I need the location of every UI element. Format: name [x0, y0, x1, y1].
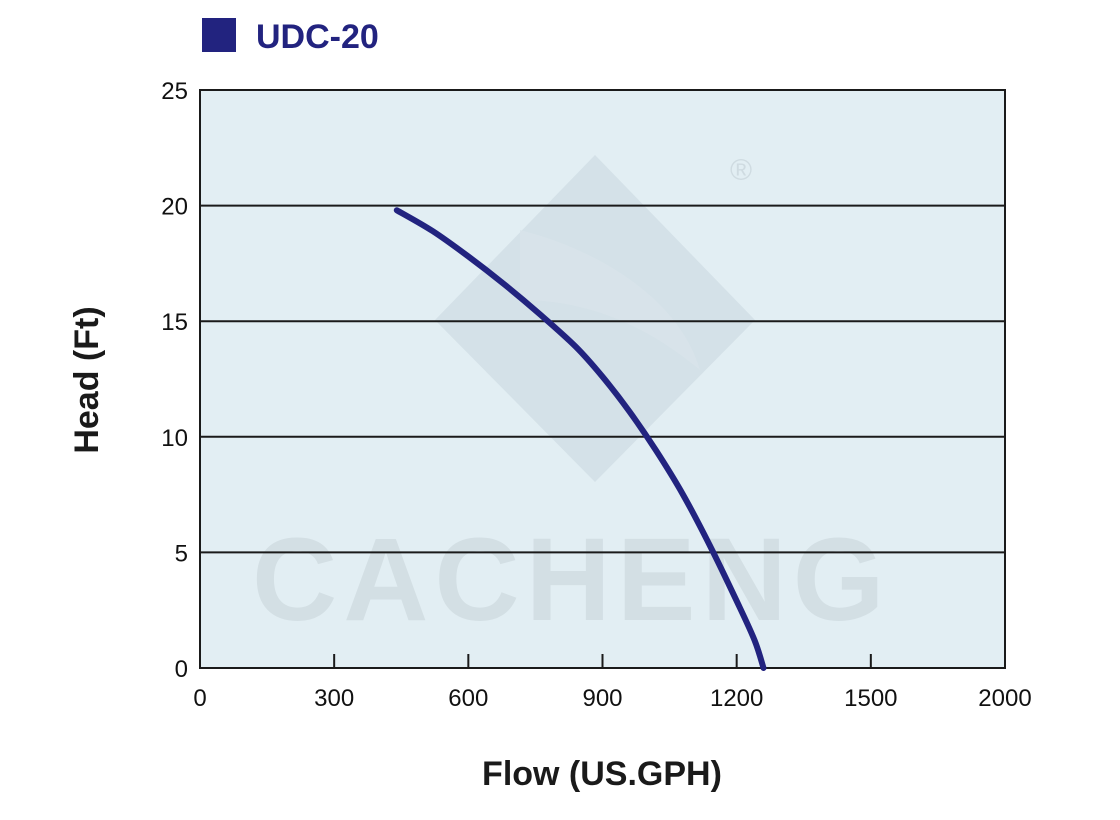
y-tick-label: 15 [161, 309, 188, 336]
watermark-registered-mark: ® [730, 154, 752, 187]
series-group [393, 207, 767, 671]
watermark-text: CACHENG [252, 514, 891, 646]
series-line-0 [393, 207, 767, 671]
x-tick-label: 0 [193, 685, 206, 712]
plot-frame [199, 89, 1006, 669]
y-tick-label: 20 [161, 194, 188, 221]
x-tick-label: 600 [448, 685, 488, 712]
gridlines [200, 204, 1005, 554]
y-tick-label: 0 [175, 656, 188, 683]
x-axis-title: Flow (US.GPH) [482, 755, 722, 793]
legend-label: UDC-20 [256, 18, 379, 56]
watermark-logo-icon [435, 155, 755, 482]
x-tick-label: 300 [314, 685, 354, 712]
y-axis-title: Head (Ft) [68, 306, 106, 453]
legend-swatch [202, 18, 236, 52]
x-tick-label: 1500 [844, 685, 897, 712]
y-tick-label: 5 [175, 540, 188, 567]
x-tick-label: 1200 [710, 685, 763, 712]
watermark-logo-swirl-icon [520, 230, 700, 370]
x-axis-ticks: 0 300 600 900 1200 1500 2000 [193, 654, 1032, 712]
legend: UDC-20 [202, 18, 379, 56]
y-tick-label: 25 [161, 78, 188, 105]
y-tick-label: 10 [161, 425, 188, 452]
x-tick-label: 2000 [978, 685, 1031, 712]
x-tick-label: 900 [582, 685, 622, 712]
watermark: ® CACHENG [252, 154, 891, 646]
y-axis-ticks: 0 5 10 15 20 25 [161, 78, 188, 683]
